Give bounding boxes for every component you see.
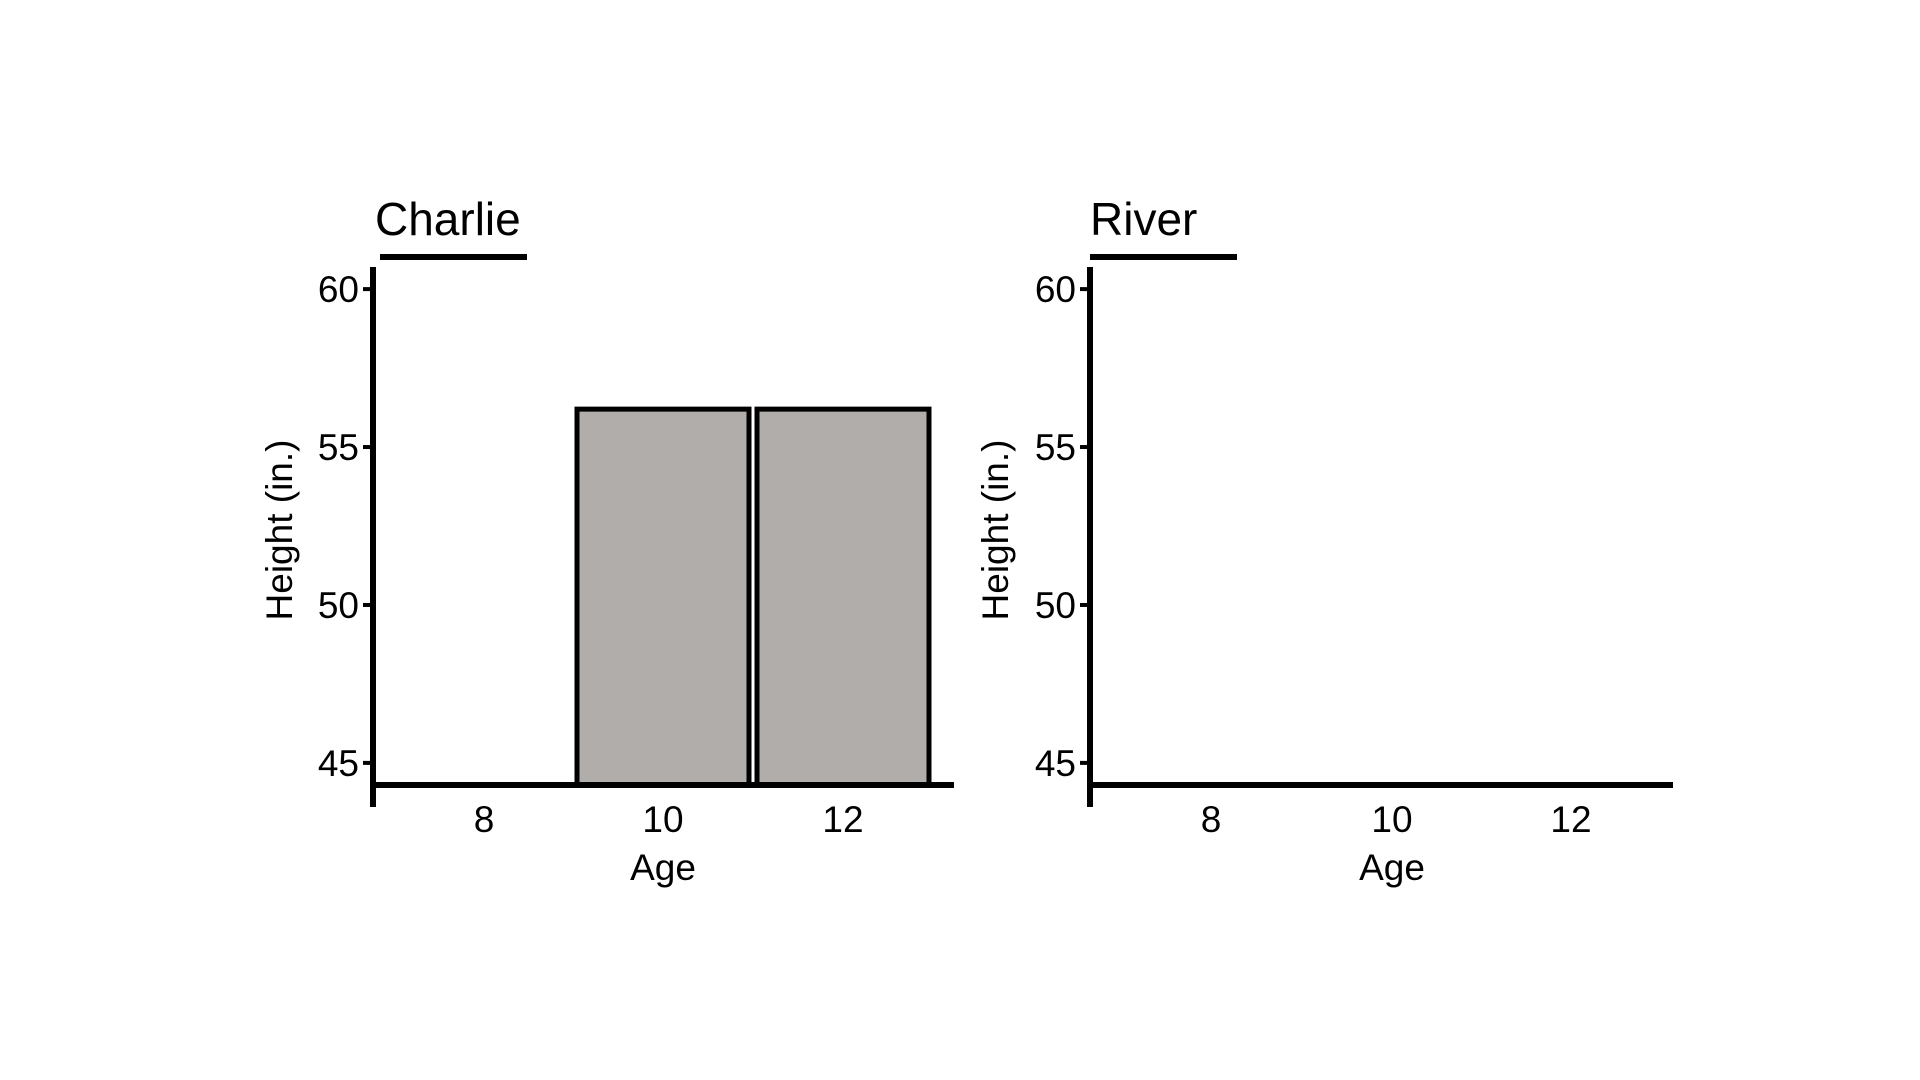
x-tick-label: 12 bbox=[1550, 799, 1591, 840]
bar bbox=[574, 406, 752, 788]
y-tick-group: 45 50 55 60 bbox=[1035, 269, 1090, 784]
x-axis-label: Age bbox=[1359, 847, 1425, 888]
y-tick-label: 60 bbox=[318, 269, 359, 310]
chart-title: Charlie bbox=[375, 193, 521, 245]
y-axis-label: Height (in.) bbox=[975, 440, 1016, 621]
x-tick-label: 8 bbox=[1201, 799, 1222, 840]
y-tick-label: 60 bbox=[1035, 269, 1076, 310]
chart-title: River bbox=[1090, 193, 1197, 245]
bar-group bbox=[574, 406, 932, 788]
y-tick-label: 55 bbox=[1035, 427, 1076, 468]
y-tick-label: 45 bbox=[1035, 743, 1076, 784]
bar bbox=[754, 406, 932, 788]
chart-panel-charlie: Charlie 45 50 55 60 8 10 12 Age Height (in.) bbox=[259, 193, 954, 888]
y-tick-group: 45 50 55 60 bbox=[318, 269, 373, 784]
y-tick-label: 45 bbox=[318, 743, 359, 784]
y-tick-label: 55 bbox=[318, 427, 359, 468]
x-tick-label: 8 bbox=[474, 799, 495, 840]
x-tick-group: 8 10 12 bbox=[474, 799, 864, 840]
x-tick-label: 10 bbox=[1371, 799, 1412, 840]
y-tick-label: 50 bbox=[318, 585, 359, 626]
y-axis-label: Height (in.) bbox=[259, 440, 300, 621]
chart-panel-river: River 45 50 55 60 8 10 12 Age Height (in.) bbox=[975, 193, 1673, 888]
x-axis-label: Age bbox=[630, 847, 696, 888]
x-tick-label: 10 bbox=[642, 799, 683, 840]
x-tick-group: 8 10 12 bbox=[1201, 799, 1592, 840]
y-tick-label: 50 bbox=[1035, 585, 1076, 626]
x-tick-label: 12 bbox=[822, 799, 863, 840]
